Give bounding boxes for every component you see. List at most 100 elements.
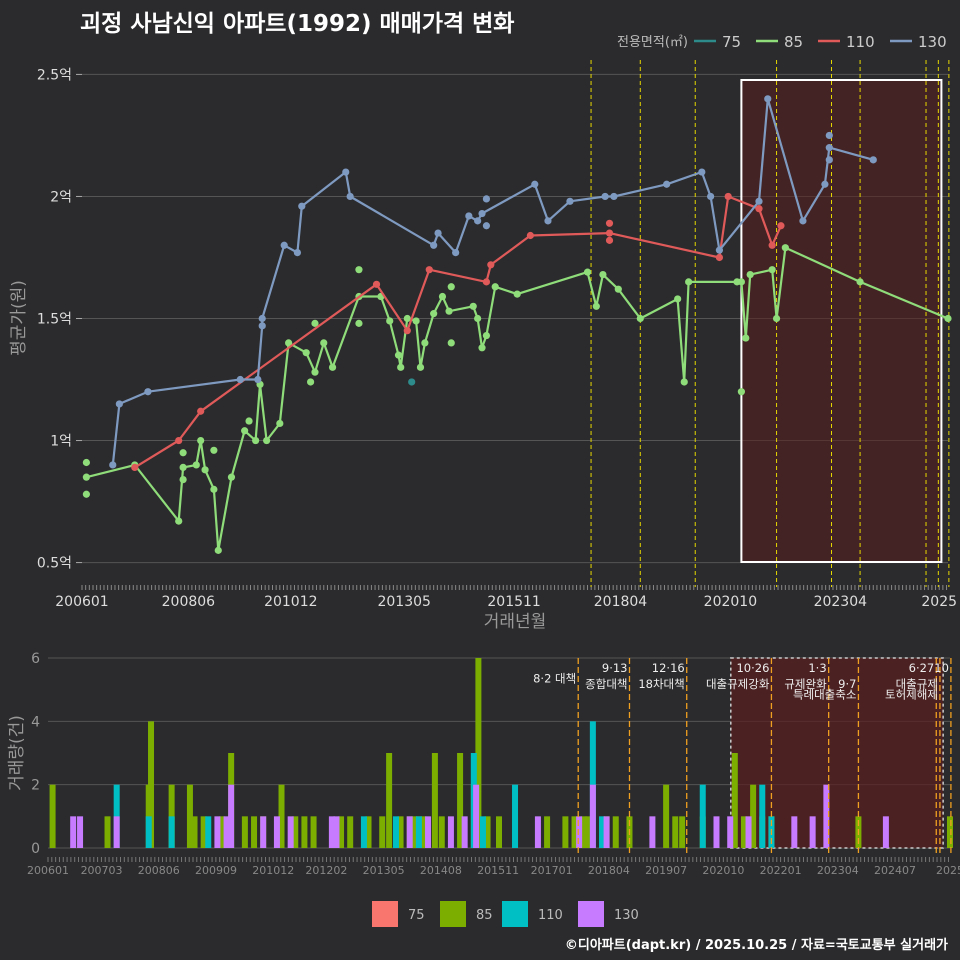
data-point-85 — [311, 319, 319, 327]
legend-label-75: 75 — [722, 33, 741, 51]
volume-bar-85 — [186, 784, 193, 848]
data-point-85 — [438, 292, 447, 301]
bar-legend-label-110: 110 — [538, 908, 563, 923]
data-point-85 — [478, 344, 486, 352]
volume-bar-85 — [585, 816, 592, 848]
volume-bar-85 — [218, 816, 225, 848]
data-point-130 — [821, 180, 829, 188]
data-point-85 — [583, 268, 592, 276]
data-point-110 — [372, 280, 381, 288]
volume-bar-85 — [365, 816, 372, 848]
data-point-110 — [403, 327, 411, 335]
data-point-130 — [346, 192, 354, 201]
data-point-130 — [115, 400, 123, 408]
volume-bar-85 — [672, 816, 679, 848]
volume-bar-85 — [475, 658, 482, 848]
data-point-130 — [610, 192, 618, 201]
data-point-85 — [82, 458, 90, 467]
x-tick-label: 202304 — [814, 594, 868, 610]
x-tick-label: 201804 — [594, 594, 648, 610]
data-point-85 — [636, 314, 644, 323]
data-point-130 — [869, 156, 877, 164]
volume-bar-110 — [479, 816, 486, 848]
data-point-130 — [342, 168, 350, 176]
data-point-85 — [175, 517, 183, 525]
volume-bar-130 — [214, 816, 221, 848]
policy-annotation: 9·7 — [838, 677, 856, 691]
data-point-130 — [144, 388, 152, 396]
data-point-85 — [394, 351, 403, 359]
bar-x-tick-label: 201701 — [531, 864, 573, 877]
data-point-85 — [474, 314, 482, 323]
data-point-85 — [416, 363, 425, 371]
legend-label-130: 130 — [918, 33, 947, 51]
data-point-110 — [755, 205, 763, 213]
volume-bar-110 — [759, 784, 766, 848]
volume-bar-110 — [145, 816, 152, 848]
volume-bar-130 — [425, 816, 432, 848]
volume-bar-130 — [273, 816, 280, 848]
bar-x-tick-label: 201012 — [252, 864, 294, 877]
data-point-110 — [605, 219, 614, 227]
volume-bar-130 — [223, 816, 230, 848]
data-point-85 — [599, 270, 607, 279]
data-point-85 — [680, 378, 688, 386]
data-point-130 — [707, 192, 715, 201]
data-point-130 — [825, 144, 833, 152]
volume-bar-85 — [431, 753, 438, 848]
bar-x-tick-label: 200909 — [195, 864, 237, 877]
bar-x-tick-label: 201804 — [588, 864, 630, 877]
data-point-85 — [482, 331, 491, 340]
data-point-85 — [781, 244, 789, 252]
data-point-85 — [469, 302, 477, 310]
volume-bar-85 — [571, 816, 578, 848]
bar-x-tick-label: 202304 — [817, 864, 859, 877]
bar-highlight-box — [730, 657, 944, 849]
bar-y-axis-label: 거래량(건) — [7, 715, 27, 791]
volume-bar-85 — [338, 816, 345, 848]
volume-bar-85 — [544, 816, 551, 848]
bar-y-tick-label: 0 — [31, 841, 40, 857]
volume-bar-85 — [438, 816, 445, 848]
volume-bar-85 — [663, 784, 670, 848]
bar-x-tick-label: 201511 — [477, 864, 519, 877]
volume-bar-85 — [740, 816, 747, 848]
data-point-85 — [737, 278, 745, 286]
y-tick-label: 0.5억 — [37, 556, 72, 572]
bar-x-tick-label: 200806 — [138, 864, 180, 877]
policy-annotation: 10·26 — [736, 661, 769, 675]
volume-bar-85 — [612, 816, 619, 848]
data-point-85 — [328, 363, 337, 371]
data-point-85 — [306, 378, 315, 386]
volume-bar-85 — [310, 816, 317, 848]
data-point-85 — [245, 417, 253, 425]
data-point-110 — [605, 236, 614, 244]
data-point-130 — [452, 248, 460, 257]
volume-bar-85 — [580, 816, 587, 848]
legend-label-85: 85 — [784, 33, 803, 51]
data-point-130 — [531, 180, 539, 188]
bar-x-tick-label: 201202 — [305, 864, 347, 877]
volume-bar-130 — [77, 816, 84, 848]
volume-bar-130 — [603, 816, 610, 848]
data-point-130 — [482, 195, 491, 203]
data-point-85 — [737, 388, 745, 396]
data-point-130 — [755, 197, 763, 205]
data-point-85 — [685, 278, 693, 286]
data-point-85 — [227, 473, 236, 481]
volume-bar-130 — [113, 816, 120, 848]
bar-x-tick-label: 200703 — [81, 864, 123, 877]
volume-bar-85 — [397, 816, 404, 848]
data-point-130 — [280, 241, 288, 249]
y-tick-label: 1억 — [50, 434, 72, 450]
data-point-110 — [768, 241, 776, 249]
x-tick-label: 200806 — [162, 594, 216, 610]
x-tick-label: 201012 — [264, 594, 317, 610]
y-axis-label: 평균가(원) — [9, 280, 29, 356]
data-point-130 — [663, 180, 671, 188]
volume-bar-85 — [386, 753, 393, 848]
data-point-110 — [425, 266, 433, 274]
policy-annotation: 토허제해제 — [885, 687, 938, 701]
bar-legend-swatch-130 — [578, 901, 604, 927]
data-point-85 — [179, 449, 187, 457]
